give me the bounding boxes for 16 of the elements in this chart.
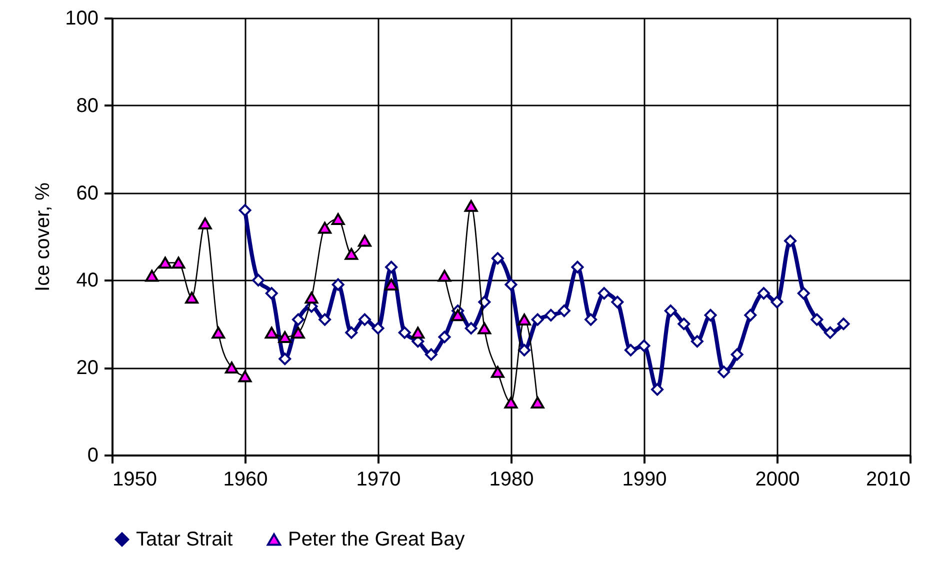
x-tick-label: 1980	[489, 468, 534, 490]
y-tick-label: 80	[76, 94, 98, 117]
x-tick-label: 2010	[866, 468, 910, 490]
x-tick-label: 1990	[622, 468, 667, 490]
y-tick-label: 100	[65, 8, 98, 30]
y-axis-title: Ice cover, %	[32, 182, 54, 292]
x-tick-label: 2000	[755, 468, 800, 490]
y-tick-label: 60	[76, 182, 98, 204]
legend-label: Tatar Strait	[136, 528, 234, 550]
x-tick-label: 1960	[223, 468, 268, 490]
legend-label: Peter the Great Bay	[288, 528, 465, 550]
y-tick-label: 0	[87, 444, 98, 466]
y-tick-label: 20	[76, 357, 98, 380]
y-tick-label: 40	[76, 270, 98, 292]
x-tick-label: 1950	[112, 468, 157, 490]
x-tick-label: 1970	[356, 468, 401, 490]
